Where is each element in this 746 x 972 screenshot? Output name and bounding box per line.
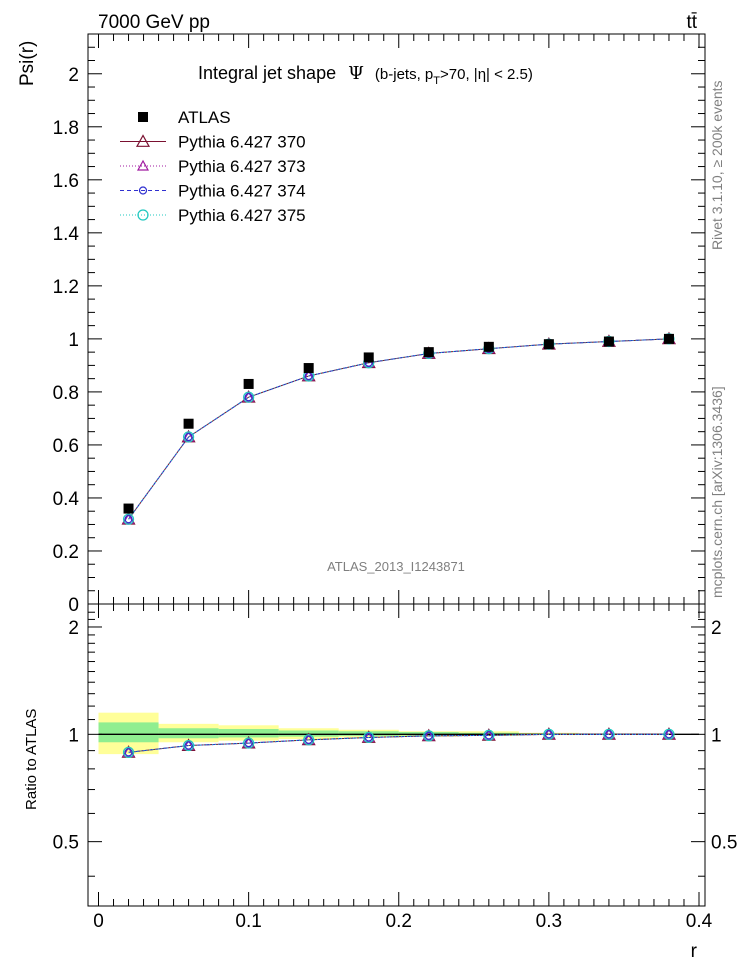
main-y-tick-label: 0.6	[53, 436, 79, 457]
main-panel: 0 0.2 0.4 0.6 0.8 1 1.2 1.4 1.6 1.8 2 Psi(r) Integ…	[17, 33, 706, 616]
main-series-line	[128, 338, 669, 520]
energy-label: 7000 GeV pp	[98, 12, 210, 33]
title-cuts: (b-jets, p	[375, 66, 433, 83]
title-symbol: Ψ	[348, 63, 364, 84]
x-tick-label: 0.4	[686, 911, 713, 932]
legend-label-atlas: ATLAS	[178, 108, 231, 127]
ratio-series-marker	[122, 746, 135, 758]
ratio-y-axis-label: Ratio to ATLAS	[23, 709, 40, 810]
legend-label: Pythia 6.427 373	[178, 157, 306, 176]
ratio-y-tick-label-right: 1	[711, 725, 722, 746]
main-y-tick-label: 1.4	[53, 224, 80, 245]
main-y-tick-label: 1.8	[53, 118, 79, 139]
main-y-tick-label: 0.2	[53, 542, 79, 563]
ratio-series-marker	[303, 734, 315, 746]
main-series-line	[128, 338, 669, 520]
process-label: tt̄	[686, 12, 697, 33]
main-y-tick-label: 1.2	[53, 277, 79, 298]
atlas-data-point	[423, 347, 434, 358]
atlas-data-point	[123, 503, 134, 514]
ratio-y-tick-label-right: 0.5	[711, 833, 737, 854]
main-y-tick-label: 1.6	[53, 171, 79, 192]
ratio-band-inner	[98, 722, 159, 743]
ratio-series-marker	[603, 728, 615, 740]
main-y-tick-label: 0	[68, 595, 79, 616]
main-y-tick-label: 0.8	[53, 383, 79, 404]
atlas-data-point	[483, 341, 494, 352]
main-y-tick-label: 2	[68, 65, 79, 86]
atlas-data-point	[183, 418, 194, 429]
ratio-panel: 0.5 0.51 12 2 0 0.1 0.2 0.3 0.4 Ratio to ATLAS …	[23, 603, 737, 962]
title-cuts2: >70, |η| < 2.5)	[440, 66, 533, 83]
x-tick-label: 0	[93, 911, 104, 932]
ratio-series-marker	[543, 728, 555, 740]
ratio-frame	[87, 603, 706, 907]
title-main: Integral jet shape	[198, 63, 336, 83]
x-axis-label: r	[691, 941, 698, 962]
main-y-tick-label: 1	[68, 330, 79, 351]
legend: ATLAS Pythia 6.427 370 Pythia 6.427 373 Pyt…	[120, 108, 306, 225]
ratio-series-marker	[423, 730, 435, 742]
legend-marker	[136, 159, 150, 171]
legend-label: Pythia 6.427 370	[178, 133, 306, 152]
legend-marker	[137, 209, 149, 221]
ratio-band-inner	[158, 728, 219, 739]
legend-label: Pythia 6.427 375	[178, 206, 306, 225]
ratio-y-tick-label-right: 2	[711, 618, 722, 639]
legend-marker	[135, 134, 151, 147]
main-series-marker	[184, 432, 193, 442]
x-tick-label: 0.3	[536, 911, 562, 932]
ratio-series-marker	[663, 728, 675, 740]
main-series-line	[128, 338, 669, 520]
atlas-data-point	[663, 333, 674, 344]
main-series-marker	[244, 393, 253, 402]
atlas-data-point	[543, 339, 554, 350]
x-tick-label: 0.1	[235, 911, 261, 932]
ratio-series-marker	[363, 731, 375, 744]
atlas-data-point	[363, 352, 374, 363]
x-tick-label: 0.2	[386, 911, 412, 932]
main-series-line	[128, 338, 669, 520]
ratio-band-inner	[218, 728, 279, 738]
main-series-marker	[124, 515, 133, 524]
watermark: ATLAS_2013_I1243871	[327, 559, 465, 574]
main-series-marker	[122, 513, 135, 525]
atlas-data-point	[303, 363, 314, 374]
main-series-marker	[182, 431, 195, 443]
rivet-label: Rivet 3.1.10, ≥ 200k events	[709, 80, 725, 250]
main-y-tick-label: 0.4	[53, 489, 80, 510]
atlas-data-point	[243, 378, 254, 389]
ratio-series-line	[128, 733, 669, 753]
legend-marker-atlas	[138, 112, 148, 122]
main-title: Integral jet shape Ψ (b-jets, pT>70, |η|…	[198, 63, 533, 87]
ratio-series-marker	[243, 737, 255, 749]
legend-label: Pythia 6.427 374	[178, 182, 306, 201]
ratio-y-tick-label: 2	[68, 618, 79, 639]
title-sub: T	[433, 75, 440, 87]
atlas-data-point	[603, 336, 614, 347]
main-series-marker	[243, 391, 255, 403]
mcplots-label: mcplots.cern.ch [arXiv:1306.3436]	[709, 386, 725, 598]
legend-marker	[138, 186, 148, 195]
main-y-axis-label: Psi(r)	[17, 41, 38, 86]
ratio-series-marker	[182, 739, 195, 752]
ratio-y-tick-label: 0.5	[53, 833, 79, 854]
ratio-series-marker	[483, 729, 495, 742]
ratio-y-tick-label: 1	[68, 725, 79, 746]
